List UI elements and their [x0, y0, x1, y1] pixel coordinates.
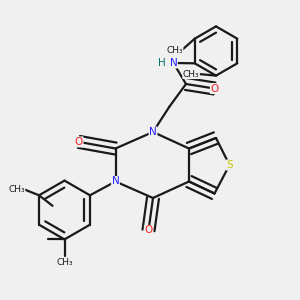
- Text: N: N: [112, 176, 119, 187]
- Text: H: H: [158, 58, 166, 68]
- Text: N: N: [149, 127, 157, 137]
- Text: S: S: [226, 160, 233, 170]
- Text: O: O: [210, 83, 219, 94]
- Text: CH₃: CH₃: [166, 46, 183, 55]
- Text: CH₃: CH₃: [56, 258, 73, 267]
- Text: CH₃: CH₃: [8, 185, 25, 194]
- Text: O: O: [144, 225, 153, 236]
- Text: N: N: [169, 58, 177, 68]
- Text: O: O: [75, 137, 83, 147]
- Text: CH₃: CH₃: [183, 70, 200, 79]
